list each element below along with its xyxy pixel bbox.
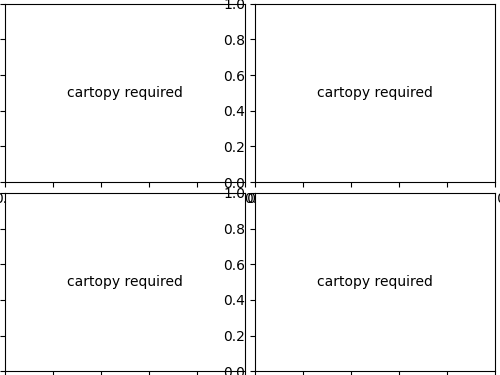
Text: cartopy required: cartopy required [67,275,183,289]
Text: cartopy required: cartopy required [317,86,433,100]
Text: cartopy required: cartopy required [67,86,183,100]
Text: cartopy required: cartopy required [317,275,433,289]
